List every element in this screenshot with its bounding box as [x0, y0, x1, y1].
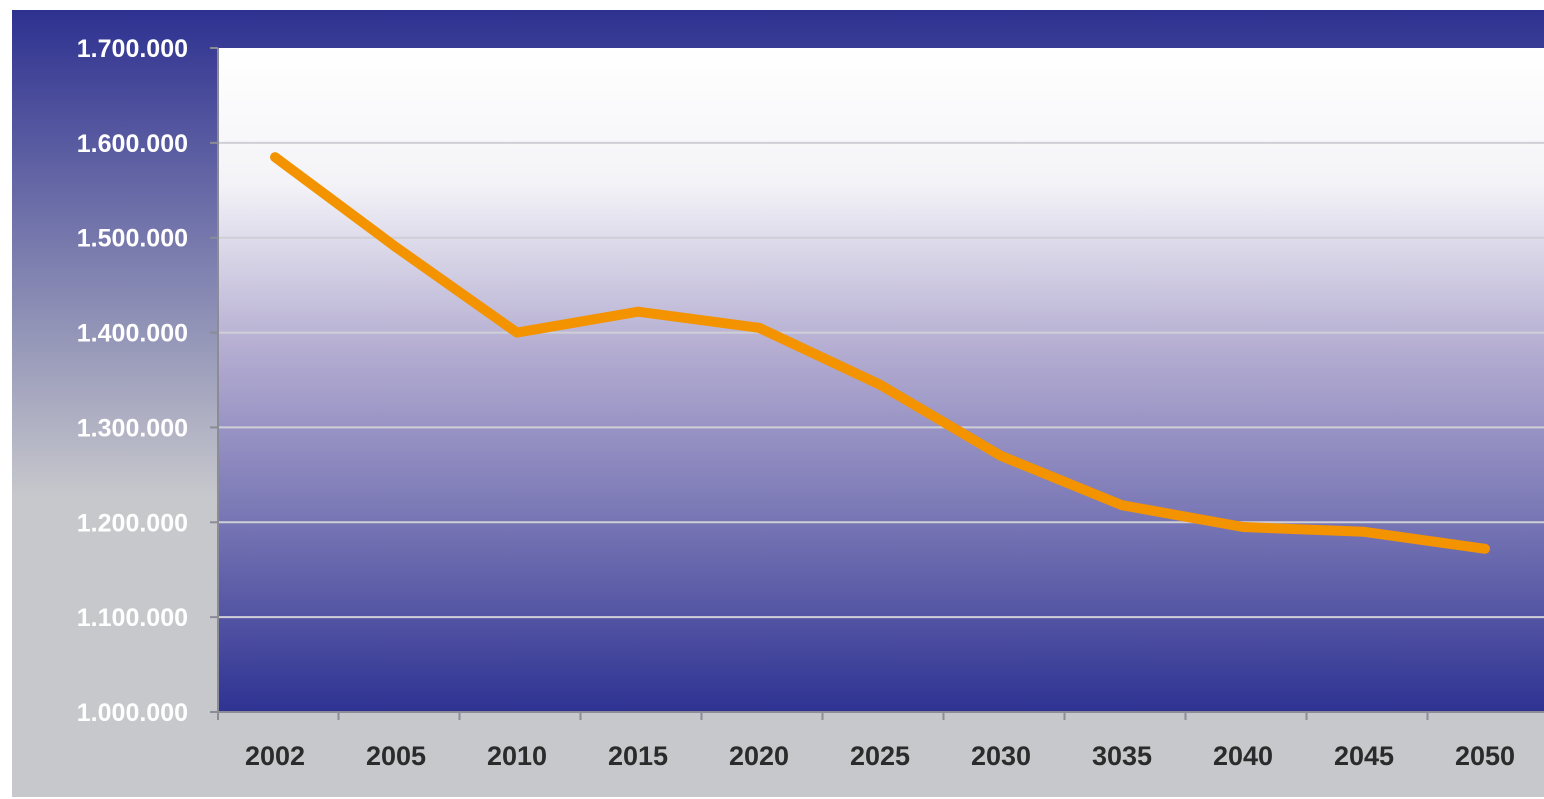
data-point: [754, 322, 764, 333]
data-point: [512, 327, 522, 338]
data-point: [1117, 500, 1127, 511]
x-tick-label: 2030: [971, 741, 1031, 771]
x-tick-label: 2050: [1455, 741, 1515, 771]
y-tick-label: 1.600.000: [77, 130, 188, 158]
x-tick-label: 2005: [366, 741, 426, 771]
series-layer: [270, 152, 1490, 554]
axes: [217, 48, 1544, 720]
data-point: [270, 152, 280, 163]
x-tick-label: 2040: [1213, 741, 1273, 771]
data-point: [875, 379, 885, 390]
data-point: [1238, 522, 1248, 532]
y-tick-label: 1.000.000: [77, 699, 188, 727]
y-tick-label: 1.200.000: [77, 509, 188, 537]
chart-frame: 1.000.000 1.100.000 1.200.000 1.300.000 1.40…: [12, 10, 1544, 797]
y-axis-ticks: 1.000.000 1.100.000 1.200.000 1.300.000 1.40…: [77, 35, 218, 727]
x-tick-label: 2025: [850, 741, 910, 771]
y-tick-label: 1.400.000: [77, 320, 188, 348]
data-point: [1359, 526, 1369, 537]
gridlines: [218, 141, 1544, 619]
y-tick-label: 1.100.000: [77, 604, 188, 632]
x-tick-label: 2020: [729, 741, 789, 771]
line-chart: 1.000.000 1.100.000 1.200.000 1.300.000 1.40…: [12, 10, 1544, 797]
x-tick-label: 2002: [245, 741, 305, 771]
data-point: [1480, 543, 1490, 554]
x-axis-ticks: 2002 2005 2010 2015 2020 2025 2030 3035 2040 2045…: [245, 712, 1515, 771]
x-tick-label: 2015: [608, 741, 668, 771]
x-tick-label: 3035: [1092, 741, 1152, 771]
y-tick-label: 1.300.000: [77, 414, 188, 442]
data-point: [391, 242, 401, 253]
y-tick-label: 1.700.000: [77, 35, 188, 63]
x-tick-label: 2045: [1334, 741, 1394, 771]
data-point: [633, 306, 643, 317]
x-tick-label: 2010: [487, 741, 547, 771]
y-tick-label: 1.500.000: [77, 225, 188, 253]
data-point: [996, 450, 1006, 461]
